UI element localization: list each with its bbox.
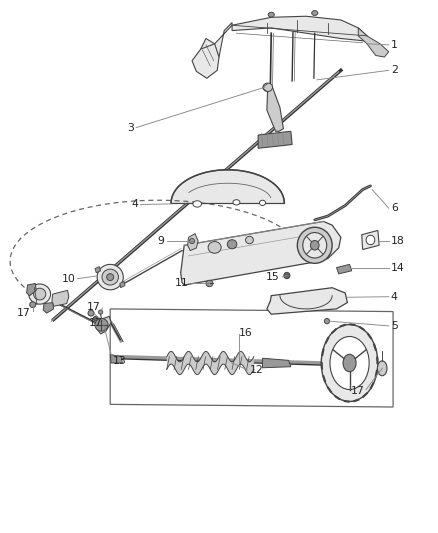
Polygon shape [110, 309, 393, 407]
Text: 17: 17 [87, 302, 101, 312]
Polygon shape [192, 44, 219, 78]
Ellipse shape [29, 284, 50, 304]
Ellipse shape [88, 310, 94, 316]
Ellipse shape [263, 83, 272, 92]
Ellipse shape [321, 325, 378, 401]
Ellipse shape [330, 336, 369, 390]
Ellipse shape [311, 240, 319, 250]
Ellipse shape [55, 293, 65, 303]
Text: 4: 4 [391, 292, 398, 302]
Ellipse shape [343, 354, 356, 372]
Ellipse shape [193, 201, 201, 207]
Text: 4: 4 [131, 199, 138, 209]
Ellipse shape [95, 318, 108, 331]
Polygon shape [120, 281, 125, 288]
Ellipse shape [312, 11, 318, 15]
Text: 17: 17 [88, 318, 102, 328]
Ellipse shape [378, 361, 387, 376]
Polygon shape [262, 358, 291, 368]
Polygon shape [267, 86, 283, 131]
Polygon shape [201, 22, 232, 61]
Ellipse shape [303, 232, 327, 258]
Text: 11: 11 [175, 278, 188, 288]
Ellipse shape [99, 310, 103, 314]
Ellipse shape [97, 264, 123, 290]
Text: 2: 2 [391, 66, 398, 75]
Polygon shape [96, 317, 111, 334]
Ellipse shape [107, 273, 114, 280]
Ellipse shape [189, 238, 194, 244]
Polygon shape [187, 233, 198, 251]
Ellipse shape [284, 272, 290, 279]
Polygon shape [258, 131, 292, 148]
Polygon shape [232, 16, 367, 41]
Text: 9: 9 [158, 236, 165, 246]
Polygon shape [181, 221, 341, 285]
Text: 16: 16 [239, 328, 252, 338]
Ellipse shape [34, 288, 46, 300]
Text: 15: 15 [266, 272, 280, 282]
Text: 3: 3 [127, 123, 134, 133]
Text: 17: 17 [17, 308, 31, 318]
Ellipse shape [102, 269, 118, 285]
Ellipse shape [208, 241, 221, 253]
Polygon shape [95, 266, 101, 273]
Ellipse shape [30, 302, 36, 308]
Ellipse shape [246, 236, 253, 244]
Text: 18: 18 [391, 236, 405, 246]
Ellipse shape [324, 318, 329, 324]
Polygon shape [336, 264, 352, 274]
Polygon shape [52, 290, 69, 306]
Text: 17: 17 [350, 385, 364, 395]
Ellipse shape [227, 240, 237, 249]
Ellipse shape [206, 280, 213, 287]
Text: 12: 12 [250, 365, 263, 375]
Ellipse shape [233, 200, 240, 205]
Text: 1: 1 [391, 40, 398, 50]
Text: 14: 14 [391, 263, 405, 273]
Polygon shape [267, 288, 347, 314]
Text: 6: 6 [391, 203, 398, 213]
Ellipse shape [297, 227, 332, 263]
Polygon shape [27, 284, 36, 296]
Ellipse shape [268, 12, 274, 17]
Polygon shape [358, 28, 389, 57]
Text: 13: 13 [113, 356, 126, 366]
Ellipse shape [259, 200, 265, 206]
Polygon shape [171, 170, 284, 203]
Ellipse shape [366, 235, 375, 245]
Ellipse shape [93, 317, 98, 320]
Polygon shape [110, 354, 122, 363]
Polygon shape [362, 230, 379, 249]
Text: 5: 5 [391, 321, 398, 331]
Text: 10: 10 [61, 273, 75, 284]
Polygon shape [43, 303, 53, 313]
